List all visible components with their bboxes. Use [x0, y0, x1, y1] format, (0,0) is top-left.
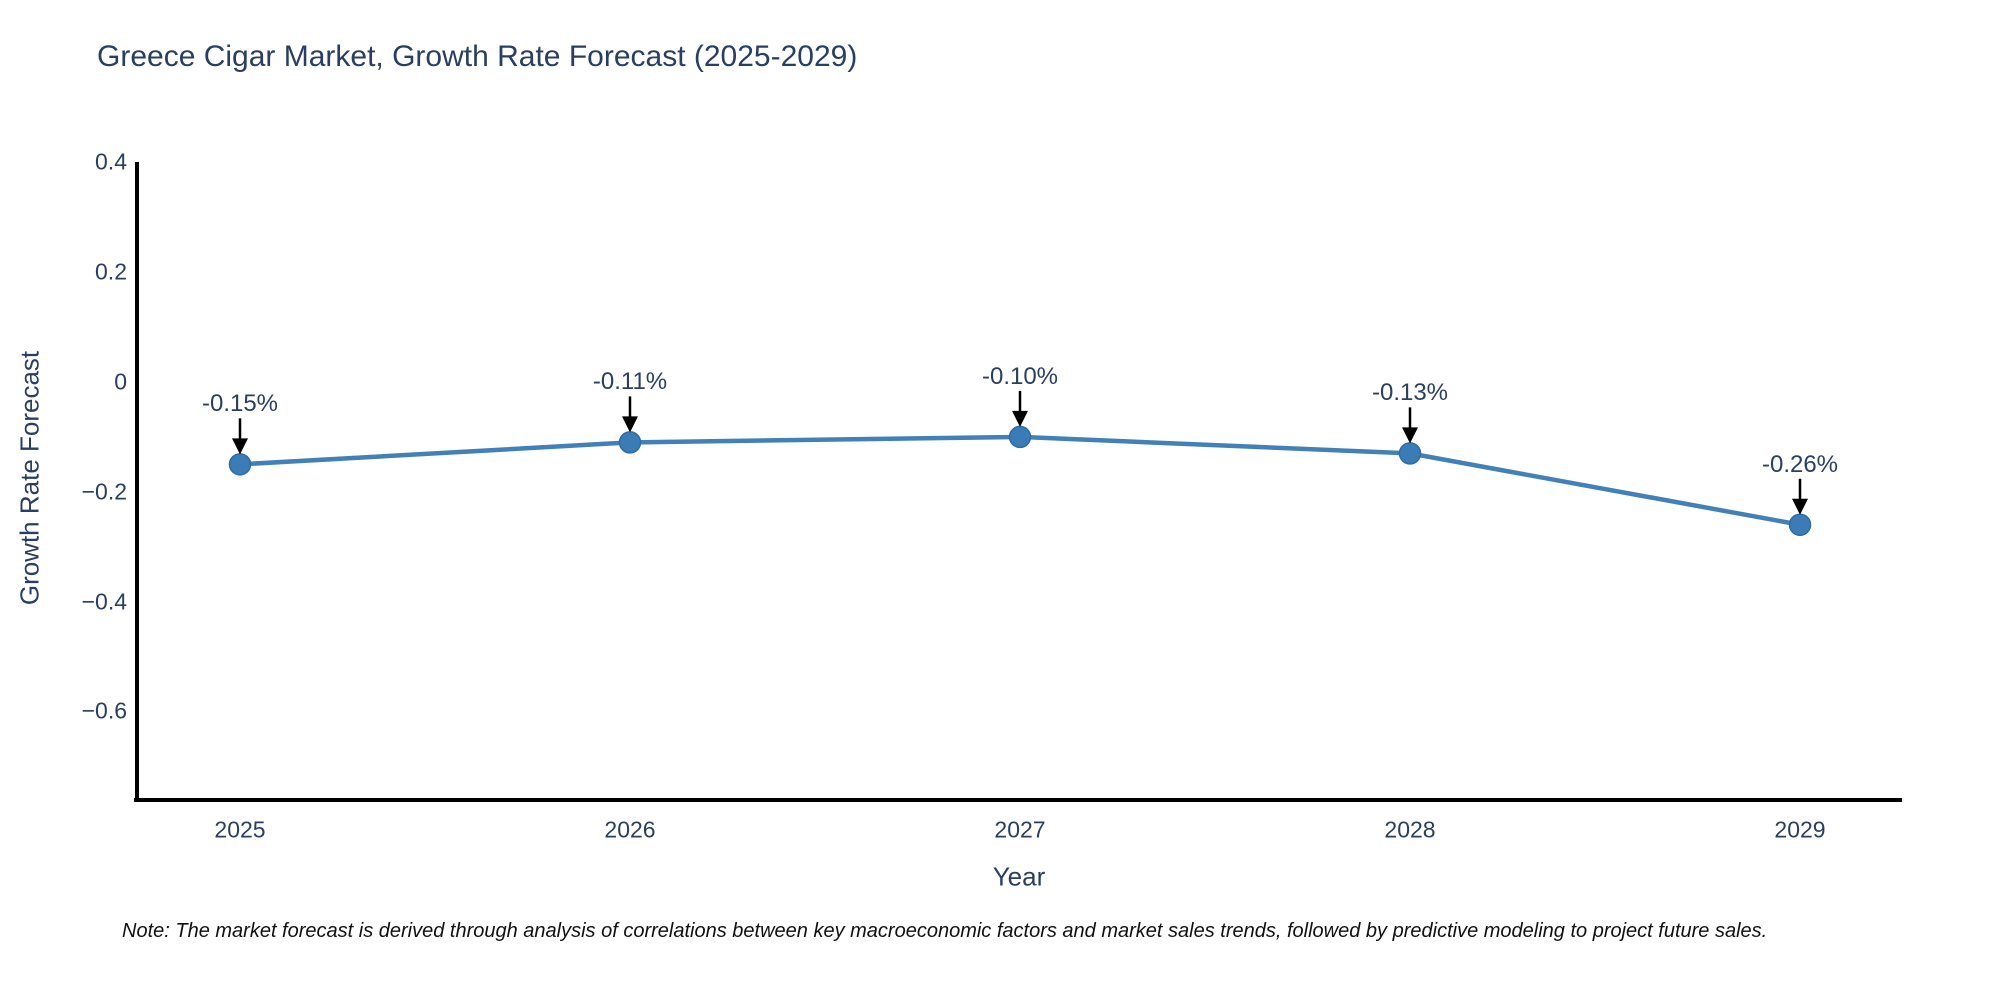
point-value-annotation: -0.15% — [201, 390, 279, 418]
y-tick-label: −0.2 — [81, 478, 127, 505]
x-tick-label: 2028 — [1384, 816, 1436, 843]
point-value-annotation: -0.13% — [1371, 379, 1449, 407]
annotation-arrowhead-icon — [1012, 410, 1028, 427]
x-tick-label: 2025 — [214, 816, 266, 843]
chart-title: Greece Cigar Market, Growth Rate Forecas… — [97, 40, 858, 73]
series-line — [237, 434, 1803, 527]
point-value-annotation: -0.11% — [592, 368, 668, 396]
x-tick-label: 2029 — [1774, 816, 1826, 843]
annotation-arrowhead-icon — [1792, 498, 1808, 515]
x-tick-label: 2027 — [994, 816, 1046, 843]
y-tick-label: 0.2 — [95, 258, 127, 285]
annotation-arrowhead-icon — [232, 438, 248, 455]
data-point-marker — [1398, 442, 1422, 465]
footnote-text: Note: The market forecast is derived thr… — [122, 920, 1768, 942]
x-axis-title: Year — [992, 861, 1046, 892]
annotation-arrowhead-icon — [1402, 427, 1418, 444]
annotation-arrowhead-icon — [622, 416, 638, 433]
y-tick-label: 0.4 — [95, 148, 127, 175]
data-point-marker — [228, 453, 252, 476]
point-value-annotation: -0.26% — [1761, 450, 1839, 478]
x-tick-label: 2026 — [604, 816, 656, 843]
point-value-annotation: -0.10% — [981, 362, 1059, 390]
y-tick-label: −0.6 — [81, 697, 127, 724]
data-point-marker — [1008, 425, 1032, 449]
data-point-marker — [1788, 513, 1812, 536]
y-axis-title: Growth Rate Forecast — [14, 350, 45, 606]
data-point-marker — [618, 431, 642, 454]
y-tick-label: −0.4 — [81, 588, 127, 615]
y-tick-label: 0 — [114, 368, 127, 395]
